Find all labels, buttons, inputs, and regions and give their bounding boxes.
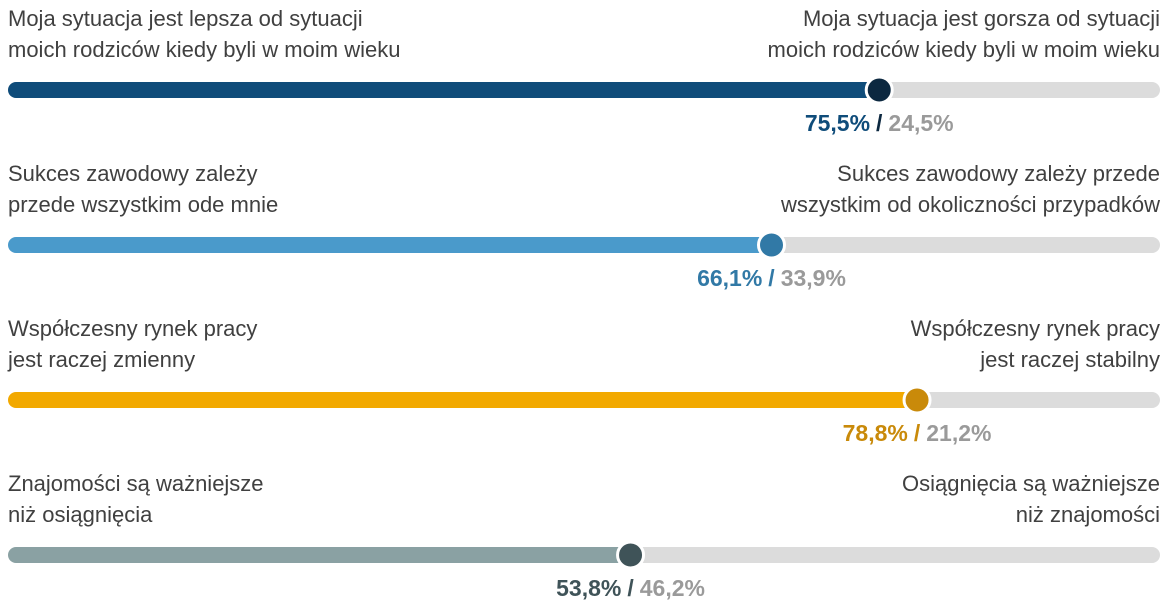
left-label: niż osiągnięcia <box>8 502 153 527</box>
track <box>771 237 1160 253</box>
right-value: 21,2% <box>926 420 991 446</box>
right-value: 33,9% <box>781 265 846 291</box>
right-value: 46,2% <box>640 575 705 601</box>
left-label: Sukces zawodowy zależy <box>8 161 257 186</box>
right-label: Współczesny rynek pracy <box>911 316 1160 341</box>
knob <box>902 385 932 415</box>
right-label: moich rodziców kiedy byli w moim wieku <box>768 37 1160 62</box>
bar <box>8 547 631 563</box>
right-label: wszystkim od okoliczności przypadków <box>780 192 1160 217</box>
value-label: 75,5%/24,5% <box>805 110 954 136</box>
right-label: Sukces zawodowy zależy przede <box>837 161 1160 186</box>
left-label: jest raczej zmienny <box>7 347 195 372</box>
value-label: 66,1%/33,9% <box>697 265 846 291</box>
right-label: jest raczej stabilny <box>979 347 1160 372</box>
right-label: Osiągnięcia są ważniejsze <box>902 471 1160 496</box>
left-label: moich rodziców kiedy byli w moim wieku <box>8 37 400 62</box>
left-label: Moja sytuacja jest lepsza od sytuacji <box>8 6 363 31</box>
knob <box>616 540 646 570</box>
left-label: Współczesny rynek pracy <box>8 316 257 341</box>
right-label: niż znajomości <box>1016 502 1160 527</box>
track <box>879 82 1160 98</box>
value-label: 53,8%/46,2% <box>556 575 705 601</box>
bar <box>8 237 772 253</box>
left-value: 75,5% <box>805 110 870 136</box>
bar <box>8 82 880 98</box>
right-label: Moja sytuacja jest gorsza od sytuacji <box>803 6 1160 31</box>
left-value: 66,1% <box>697 265 762 291</box>
separator: / <box>876 110 883 136</box>
knob <box>757 230 787 260</box>
separator: / <box>768 265 775 291</box>
separator: / <box>627 575 634 601</box>
separator: / <box>914 420 921 446</box>
left-value: 53,8% <box>556 575 621 601</box>
value-label: 78,8%/21,2% <box>843 420 992 446</box>
track <box>917 392 1160 408</box>
right-value: 24,5% <box>888 110 953 136</box>
track <box>630 547 1160 563</box>
left-label: Znajomości są ważniejsze <box>8 471 264 496</box>
bar <box>8 392 918 408</box>
left-label: przede wszystkim ode mnie <box>8 192 278 217</box>
left-value: 78,8% <box>843 420 908 446</box>
knob <box>864 75 894 105</box>
